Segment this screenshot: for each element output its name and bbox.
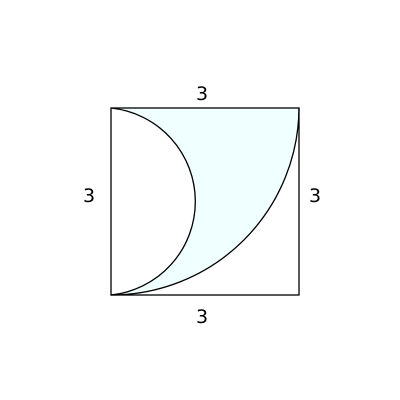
label-top-side: 3	[196, 83, 208, 105]
label-left-side: 3	[83, 185, 95, 207]
quarter-circle-arc	[110, 107, 300, 296]
square	[110, 107, 300, 296]
shaded-region	[111, 108, 299, 295]
label-right-side: 3	[309, 185, 321, 207]
label-bottom-side: 3	[196, 306, 208, 328]
semicircle-arc	[110, 107, 196, 296]
